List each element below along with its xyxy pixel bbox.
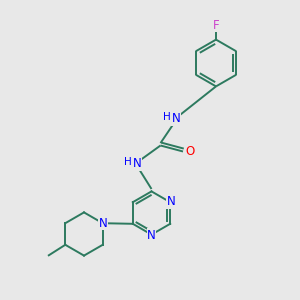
Text: N: N xyxy=(99,217,108,230)
Text: H: H xyxy=(124,157,131,167)
Text: O: O xyxy=(186,145,195,158)
Text: N: N xyxy=(147,229,156,242)
Text: N: N xyxy=(133,157,142,170)
Text: H: H xyxy=(163,112,170,122)
Text: N: N xyxy=(167,195,175,208)
Text: F: F xyxy=(213,19,219,32)
Text: N: N xyxy=(172,112,181,125)
